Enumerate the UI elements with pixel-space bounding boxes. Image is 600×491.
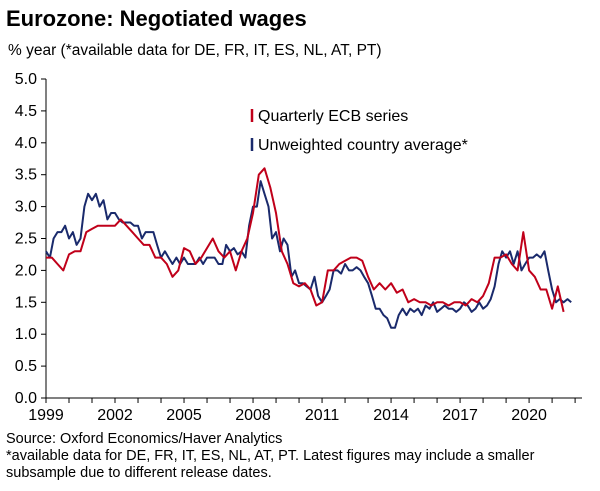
y-tick-label: 1.0 — [15, 326, 37, 343]
y-axis-labels: 0.0 0.5 1.0 1.5 2.0 2.5 3.0 3.5 4.0 4.5 5.0 — [15, 71, 37, 407]
chart-axes — [41, 78, 582, 403]
line-chart: 0.0 0.5 1.0 1.5 2.0 2.5 3.0 3.5 4.0 4.5 5.0 1999 20… — [15, 71, 582, 424]
footnote: *available data for DE, FR, IT, ES, NL, … — [6, 448, 535, 481]
legend-item-country-average: Unweighted country average* — [250, 137, 468, 154]
legend-item-ecb: Quarterly ECB series — [250, 108, 408, 125]
chart-series — [45, 167, 572, 329]
chart-subtitle: % year (*available data for DE, FR, IT, … — [8, 42, 382, 59]
y-tick-label: 0.5 — [15, 358, 37, 375]
x-tick-label: 2002 — [97, 407, 133, 424]
chart-footer: Source: Oxford Economics/Haver Analytics… — [6, 431, 596, 482]
y-tick-label: 0.0 — [15, 390, 37, 407]
y-tick-label: 3.5 — [15, 167, 37, 184]
y-tick-label: 4.5 — [15, 103, 37, 120]
y-tick-label: 4.0 — [15, 135, 37, 152]
x-tick-label: 2011 — [305, 407, 340, 424]
country-average-line — [45, 180, 572, 329]
y-tick-label: 1.5 — [15, 294, 37, 311]
x-tick-label: 2008 — [235, 407, 271, 424]
x-tick-label: 2020 — [511, 407, 547, 424]
chart-legend: Quarterly ECB series Unweighted country a… — [250, 108, 468, 154]
legend-label: Quarterly ECB series — [258, 108, 408, 125]
x-tick-label: 1999 — [28, 407, 64, 424]
x-tick-label: 2005 — [166, 407, 202, 424]
y-tick-label: 2.5 — [15, 231, 37, 248]
y-tick-label: 5.0 — [15, 71, 37, 88]
y-tick-label: 3.0 — [15, 199, 37, 216]
ecb-series-line — [46, 167, 565, 313]
x-tick-label: 2014 — [373, 407, 409, 424]
chart-title: Eurozone: Negotiated wages — [6, 6, 307, 31]
y-tick-label: 2.0 — [15, 262, 37, 279]
x-tick-label: 2017 — [442, 407, 478, 424]
x-axis-labels: 1999 2002 2005 2008 2011 2014 2017 2020 — [28, 407, 547, 424]
source-note: Source: Oxford Economics/Haver Analytics — [6, 431, 283, 447]
legend-label: Unweighted country average* — [258, 137, 468, 154]
